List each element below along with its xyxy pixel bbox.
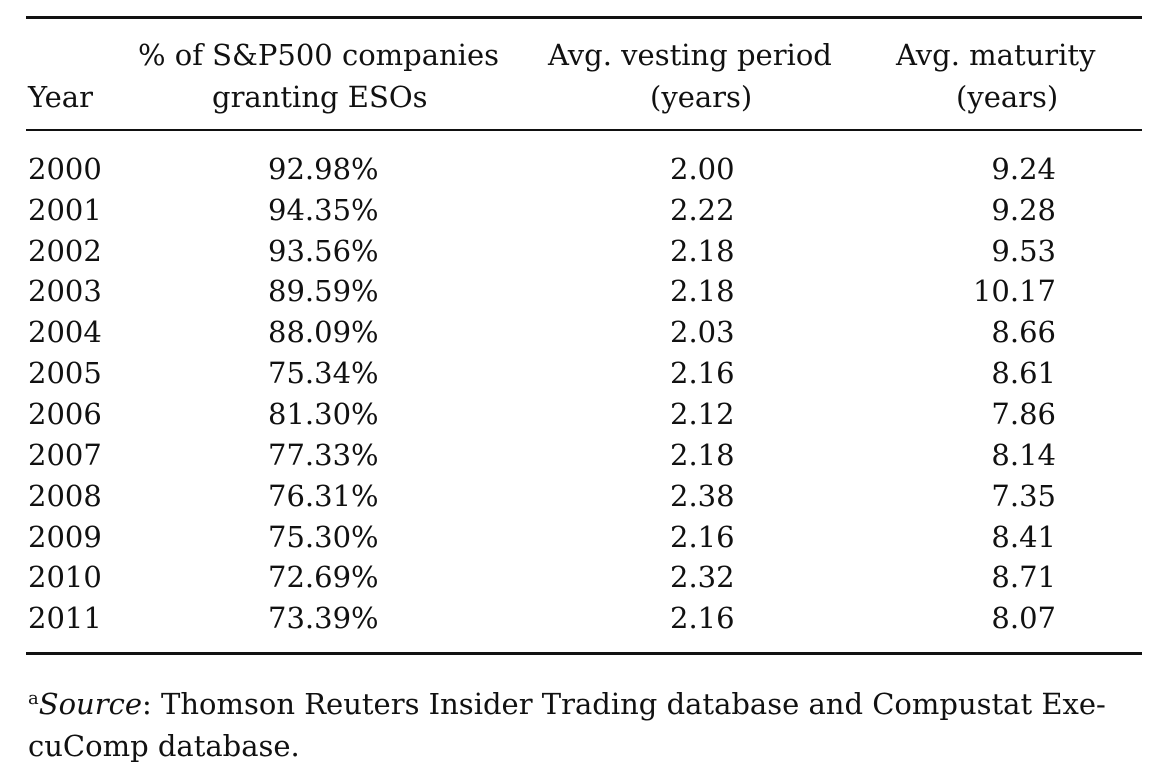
- header-pct-line1: % of S&P500 companies: [138, 38, 499, 72]
- cell-maturity: 8.71: [991, 560, 1056, 594]
- cell-pct: 93.56%: [268, 234, 379, 268]
- cell-vesting: 2.18: [670, 274, 735, 308]
- footnote-source-label: Source: [38, 687, 143, 721]
- cell-vesting: 2.16: [670, 601, 735, 635]
- cell-vesting: 2.18: [670, 438, 735, 472]
- header-pct-line2: granting ESOs: [212, 80, 428, 114]
- cell-pct: 94.35%: [268, 193, 379, 227]
- cell-pct: 89.59%: [268, 274, 379, 308]
- table-footnote: aSource: Thomson Reuters Insider Trading…: [28, 678, 1142, 767]
- cell-vesting: 2.22: [670, 193, 735, 227]
- cell-year: 2008: [28, 479, 102, 513]
- cell-year: 2001: [28, 193, 102, 227]
- cell-year: 2011: [28, 601, 102, 635]
- table-bottom-rule: [26, 652, 1142, 655]
- cell-maturity: 10.17: [972, 274, 1056, 308]
- cell-maturity: 7.35: [991, 479, 1056, 513]
- table-top-rule: [26, 16, 1142, 19]
- footnote-line2: cuComp database.: [28, 729, 300, 763]
- header-vesting-line2: (years): [650, 80, 753, 114]
- cell-pct: 81.30%: [268, 397, 379, 431]
- cell-maturity: 9.53: [991, 234, 1056, 268]
- cell-year: 2004: [28, 315, 102, 349]
- cell-year: 2003: [28, 274, 102, 308]
- cell-maturity: 8.66: [991, 315, 1056, 349]
- cell-pct: 77.33%: [268, 438, 379, 472]
- footnote-marker: a: [28, 688, 39, 709]
- cell-maturity: 9.24: [991, 152, 1056, 186]
- cell-pct: 88.09%: [268, 315, 379, 349]
- cell-vesting: 2.03: [670, 315, 735, 349]
- cell-vesting: 2.16: [670, 356, 735, 390]
- cell-pct: 73.39%: [268, 601, 379, 635]
- cell-pct: 72.69%: [268, 560, 379, 594]
- cell-vesting: 2.12: [670, 397, 735, 431]
- cell-pct: 92.98%: [268, 152, 379, 186]
- cell-vesting: 2.18: [670, 234, 735, 268]
- cell-vesting: 2.32: [670, 560, 735, 594]
- cell-year: 2000: [28, 152, 102, 186]
- cell-year: 2006: [28, 397, 102, 431]
- header-year: Year: [28, 80, 93, 114]
- cell-maturity: 9.28: [991, 193, 1056, 227]
- cell-pct: 75.34%: [268, 356, 379, 390]
- cell-year: 2010: [28, 560, 102, 594]
- header-maturity-line2: (years): [956, 80, 1059, 114]
- cell-vesting: 2.38: [670, 479, 735, 513]
- cell-maturity: 8.61: [991, 356, 1056, 390]
- cell-vesting: 2.00: [670, 152, 735, 186]
- cell-vesting: 2.16: [670, 520, 735, 554]
- cell-pct: 76.31%: [268, 479, 379, 513]
- cell-pct: 75.30%: [268, 520, 379, 554]
- cell-maturity: 8.14: [991, 438, 1056, 472]
- cell-year: 2009: [28, 520, 102, 554]
- header-maturity-line1: Avg. maturity: [896, 38, 1096, 72]
- cell-year: 2002: [28, 234, 102, 268]
- cell-year: 2007: [28, 438, 102, 472]
- cell-maturity: 8.41: [991, 520, 1056, 554]
- table-header-rule: [26, 129, 1142, 131]
- cell-maturity: 8.07: [991, 601, 1056, 635]
- cell-maturity: 7.86: [991, 397, 1056, 431]
- cell-year: 2005: [28, 356, 102, 390]
- footnote-line1: : Thomson Reuters Insider Trading databa…: [142, 687, 1106, 721]
- header-vesting-line1: Avg. vesting period: [548, 38, 832, 72]
